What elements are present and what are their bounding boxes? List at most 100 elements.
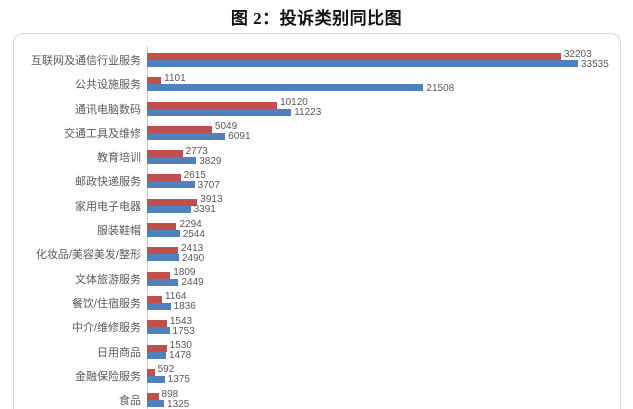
red-bar-value-label: 32203 <box>563 48 592 60</box>
chart-category-row: 化妆品/美容美发/整形 2413 2490 <box>14 243 620 271</box>
red-bar: 592 <box>147 365 174 376</box>
category-label: 通讯电脑数码 <box>75 103 141 116</box>
bar-rows-container: 互联网及通信行业服务 32203 33535 公共设施服务 1101 21508… <box>14 49 620 409</box>
blue-bar: 3391 <box>147 205 216 215</box>
chart-category-row: 服装鞋帽 2294 2544 <box>14 219 620 247</box>
category-label: 交通工具及维修 <box>64 127 141 140</box>
chart-category-row: 通讯电脑数码 10120 11223 <box>14 98 620 126</box>
red-bar-value-label: 2413 <box>181 242 204 254</box>
blue-bar: 3707 <box>147 180 220 190</box>
red-bar: 898 <box>147 389 178 401</box>
category-label: 教育培训 <box>97 152 141 165</box>
red-bar: 1530 <box>147 341 192 352</box>
category-label: 邮政快递服务 <box>75 176 141 189</box>
blue-bar-value-label: 2490 <box>182 252 205 264</box>
category-label: 服装鞋帽 <box>97 225 141 238</box>
red-bar: 1101 <box>147 73 186 85</box>
blue-bar-value-label: 3829 <box>199 155 222 167</box>
blue-bar: 2449 <box>147 278 204 288</box>
red-bar: 2615 <box>147 170 206 182</box>
red-bar-value-label: 1809 <box>173 267 196 279</box>
blue-bar-value-label: 33535 <box>581 58 609 70</box>
chart-category-row: 教育培训 2773 3829 <box>14 145 620 174</box>
bar-group: 1543 1753 <box>147 316 620 336</box>
chart-category-row: 互联网及通信行业服务 32203 33535 <box>14 49 620 77</box>
bar-group: 10120 11223 <box>147 98 620 118</box>
category-label: 日用商品 <box>97 346 141 359</box>
chart-category-row: 日用商品 1530 1478 <box>14 341 620 369</box>
category-label: 家用电子电器 <box>75 200 141 213</box>
blue-bar-value-label: 11223 <box>294 107 322 119</box>
category-label: 公共设施服务 <box>75 79 141 92</box>
red-bar-value-label: 592 <box>157 364 175 376</box>
bar-group: 1164 1836 <box>147 292 620 313</box>
chart-category-row: 餐饮/住宿服务 1164 1836 <box>14 292 620 320</box>
red-bar: 5049 <box>147 122 237 133</box>
red-bar-value-label: 1543 <box>169 315 193 327</box>
red-bar-value-label: 10120 <box>280 97 308 109</box>
blue-bar-value-label: 6091 <box>228 131 251 143</box>
blue-bar: 1325 <box>147 399 189 409</box>
blue-bar: 2544 <box>147 229 205 239</box>
bar-group: 32203 33535 <box>147 49 620 69</box>
bar-group: 1530 1478 <box>147 341 620 361</box>
red-bar-value-label: 1530 <box>169 340 192 352</box>
category-label: 金融保险服务 <box>75 370 141 383</box>
blue-bar: 6091 <box>147 132 251 142</box>
red-bar: 10120 <box>147 98 308 109</box>
blue-bar: 2490 <box>147 253 204 263</box>
chart-category-row: 家用电子电器 3913 3391 <box>14 195 620 223</box>
blue-bar: 3829 <box>147 156 221 166</box>
blue-bar: 21508 <box>147 83 454 93</box>
blue-bar-value-label: 3391 <box>193 204 216 216</box>
blue-bar-value-label: 1375 <box>167 374 190 386</box>
red-bar: 32203 <box>147 49 592 60</box>
chart-frame: 互联网及通信行业服务 32203 33535 公共设施服务 1101 21508… <box>13 33 621 409</box>
red-bar: 1543 <box>147 316 192 328</box>
blue-bar-value-label: 1478 <box>168 350 192 362</box>
bar-group: 5049 6091 <box>147 122 620 142</box>
chart-title: 图 2：投诉类别同比图 <box>230 9 403 28</box>
chart-category-row: 交通工具及维修 5049 6091 <box>14 122 620 150</box>
bar-group: 2615 3707 <box>147 170 620 190</box>
red-bar: 2294 <box>147 219 202 231</box>
red-bar-value-label: 3913 <box>200 194 223 206</box>
red-bar-value-label: 898 <box>161 388 179 400</box>
blue-bar-value-label: 2449 <box>181 277 204 289</box>
red-bar: 1164 <box>147 292 186 303</box>
bar-group: 1101 21508 <box>147 73 620 93</box>
blue-bar: 11223 <box>147 108 321 118</box>
chart-category-row: 金融保险服务 592 1375 <box>14 365 620 393</box>
category-label: 中介/维修服务 <box>71 322 141 335</box>
blue-bar: 1753 <box>147 326 195 336</box>
red-bar-value-label: 1101 <box>164 72 186 84</box>
red-bar-value-label: 2773 <box>185 145 208 157</box>
blue-bar: 1375 <box>147 375 190 385</box>
bar-group: 592 1375 <box>147 365 620 385</box>
bar-group: 2294 2544 <box>147 219 620 239</box>
blue-bar: 1478 <box>147 351 191 361</box>
bar-group: 3913 3391 <box>147 195 620 215</box>
red-bar-value-label: 2294 <box>179 218 202 230</box>
blue-bar-value-label: 1836 <box>173 301 196 313</box>
blue-bar-value-label: 1753 <box>172 325 195 337</box>
category-label: 餐饮/住宿服务 <box>71 297 141 310</box>
plot-area: 互联网及通信行业服务 32203 33535 公共设施服务 1101 21508… <box>14 34 620 409</box>
category-label: 化妆品/美容美发/整形 <box>35 249 141 262</box>
bar-group: 898 1325 <box>147 389 620 409</box>
blue-bar-value-label: 1325 <box>167 398 190 409</box>
chart-category-row: 文体旅游服务 1809 2449 <box>14 268 620 296</box>
red-bar: 2413 <box>147 243 203 255</box>
bar-group: 2773 3829 <box>147 145 620 166</box>
chart-category-row: 公共设施服务 1101 21508 <box>14 73 620 101</box>
bar-group: 2413 2490 <box>147 243 620 263</box>
blue-bar-value-label: 21508 <box>426 82 455 94</box>
red-bar-value-label: 5049 <box>214 121 238 133</box>
category-label: 互联网及通信行业服务 <box>31 55 141 67</box>
red-bar-value-label: 2615 <box>183 169 206 181</box>
red-bar: 1809 <box>147 268 195 279</box>
blue-bar-value-label: 3707 <box>197 179 220 191</box>
category-label: 食品 <box>119 395 141 408</box>
blue-bar: 33535 <box>147 59 609 69</box>
